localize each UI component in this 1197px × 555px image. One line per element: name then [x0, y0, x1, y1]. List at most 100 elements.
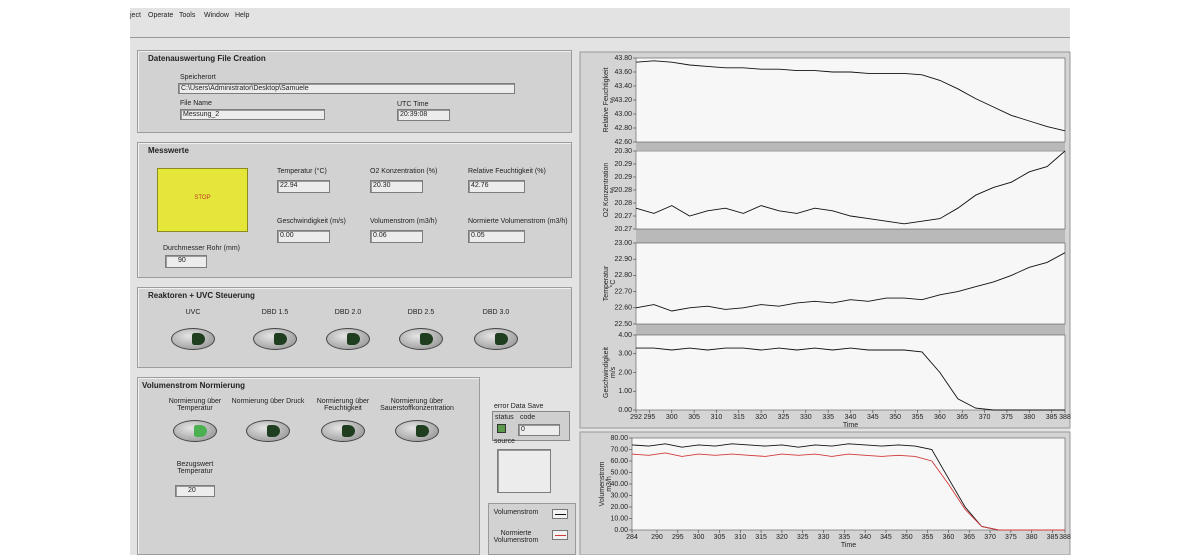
x-tick-label: 325 [797, 534, 809, 541]
x-tick-label: 295 [644, 414, 656, 421]
y-axis-title: m/s [610, 366, 617, 378]
y-tick-label: 42.60 [614, 139, 632, 146]
legend-swatch [552, 530, 568, 540]
y-tick-label: 20.29 [614, 174, 632, 181]
y-tick-label: 0.00 [618, 407, 632, 414]
x-tick-label: 330 [800, 414, 812, 421]
y-axis-title: Geschwindigkeit [603, 347, 610, 398]
screen-photo: jectOperateToolsWindowHelpDatenauswertun… [0, 0, 1197, 555]
y-tick-label: 20.30 [614, 148, 632, 155]
x-tick-label: 320 [755, 414, 767, 421]
y-tick-label: 20.29 [614, 161, 632, 168]
plot-area [636, 151, 1065, 229]
y-tick-label: 20.28 [614, 187, 632, 194]
y-tick-label: 43.40 [614, 83, 632, 90]
legend-line [555, 514, 566, 515]
x-tick-label: 335 [822, 414, 834, 421]
y-axis-title: O2 Konzentration [603, 163, 610, 218]
x-tick-label: 385 [1046, 414, 1058, 421]
y-tick-label: 42.80 [614, 125, 632, 132]
plot-area [636, 243, 1065, 324]
x-tick-label: 305 [714, 534, 726, 541]
x-tick-label: 360 [943, 534, 955, 541]
y-tick-label: 3.00 [618, 351, 632, 358]
y-tick-label: 22.80 [614, 272, 632, 279]
y-tick-label: 60.00 [610, 458, 628, 465]
y-tick-label: 20.27 [614, 226, 632, 233]
plot-separator [636, 324, 1065, 335]
x-tick-label: 355 [922, 534, 934, 541]
x-tick-label: 292 [630, 414, 642, 421]
legend-label[interactable]: Normierte Volumenstrom [490, 530, 542, 544]
x-tick-label: 320 [776, 534, 788, 541]
plot-separator [636, 229, 1065, 243]
y-tick-label: 0.00 [614, 527, 628, 534]
y-axis-title: % [610, 187, 617, 193]
y-axis-title: Volumenstrom [599, 461, 606, 506]
legend-line [555, 535, 566, 536]
x-tick-label: 388 [1059, 414, 1071, 421]
y-tick-label: 22.90 [614, 256, 632, 263]
x-tick-label: 365 [963, 534, 975, 541]
plot-area [636, 58, 1065, 142]
y-tick-label: 2.00 [618, 369, 632, 376]
y-tick-label: 22.70 [614, 288, 632, 295]
x-tick-label: 370 [979, 414, 991, 421]
x-tick-label: 325 [778, 414, 790, 421]
y-tick-label: 20.00 [610, 504, 628, 511]
x-tick-label: 385 [1047, 534, 1059, 541]
y-tick-label: 4.00 [618, 332, 632, 339]
x-tick-label: 305 [688, 414, 700, 421]
x-tick-label: 388 [1059, 534, 1071, 541]
y-tick-label: 70.00 [610, 446, 628, 453]
x-tick-label: 284 [626, 534, 638, 541]
y-axis-title: m3/h [606, 476, 613, 492]
x-tick-label: 345 [867, 414, 879, 421]
x-tick-label: 315 [733, 414, 745, 421]
x-tick-label: 340 [859, 534, 871, 541]
y-tick-label: 20.27 [614, 213, 632, 220]
legend-label[interactable]: Volumenstrom [490, 509, 542, 516]
y-axis-title: Temperatur [603, 265, 610, 301]
plot-area [632, 438, 1065, 530]
x-axis-title: Time [843, 422, 858, 429]
y-tick-label: 22.60 [614, 305, 632, 312]
charts: 43.80 43.60 43.40 43.20 43.00 42.80 42.60 Relat… [0, 0, 1197, 555]
y-tick-label: 10.00 [610, 515, 628, 522]
x-tick-label: 380 [1023, 414, 1035, 421]
y-tick-label: 1.00 [618, 388, 632, 395]
y-axis-title: °C [609, 280, 617, 288]
y-tick-label: 40.00 [610, 481, 628, 488]
x-tick-label: 375 [1005, 534, 1017, 541]
y-tick-label: 50.00 [610, 469, 628, 476]
x-tick-label: 360 [934, 414, 946, 421]
y-tick-label: 43.20 [614, 97, 632, 104]
x-tick-label: 310 [734, 534, 746, 541]
y-tick-label: 20.28 [614, 200, 632, 207]
x-tick-label: 350 [889, 414, 901, 421]
y-tick-label: 43.60 [614, 69, 632, 76]
y-tick-label: 43.80 [614, 55, 632, 62]
x-tick-label: 300 [666, 414, 678, 421]
x-tick-label: 295 [672, 534, 684, 541]
y-tick-label: 80.00 [610, 435, 628, 442]
y-axis-title: Relative Feuchtigkeit [603, 67, 610, 132]
x-tick-label: 365 [956, 414, 968, 421]
x-tick-label: 290 [651, 534, 663, 541]
x-tick-label: 300 [693, 534, 705, 541]
x-tick-label: 355 [912, 414, 924, 421]
y-tick-label: 30.00 [610, 492, 628, 499]
x-tick-label: 380 [1026, 534, 1038, 541]
x-tick-label: 315 [755, 534, 767, 541]
plot-area [636, 335, 1065, 410]
y-tick-label: 43.00 [614, 111, 632, 118]
x-tick-label: 335 [838, 534, 850, 541]
x-tick-label: 345 [880, 534, 892, 541]
x-tick-label: 370 [984, 534, 996, 541]
x-tick-label: 310 [711, 414, 723, 421]
y-tick-label: 22.50 [614, 321, 632, 328]
y-tick-label: 23.00 [614, 240, 632, 247]
x-tick-label: 375 [1001, 414, 1013, 421]
y-axis-title: % [610, 97, 617, 103]
legend-swatch [552, 509, 568, 519]
